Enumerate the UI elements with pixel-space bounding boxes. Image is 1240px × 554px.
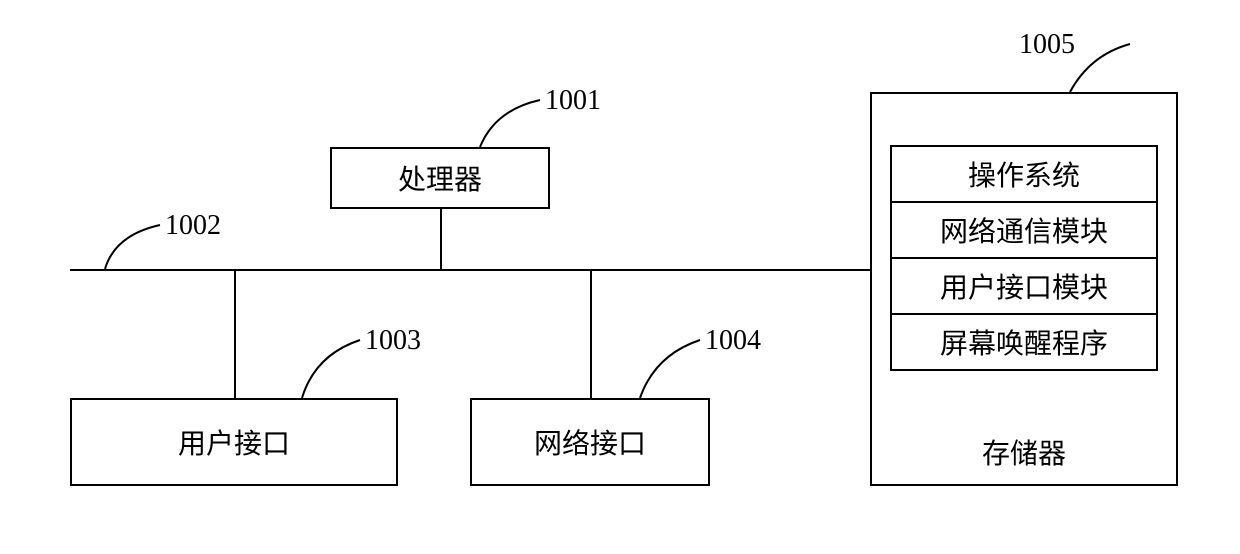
memory-ref: 1005 [1019, 29, 1075, 61]
memory-leader [0, 0, 1240, 554]
